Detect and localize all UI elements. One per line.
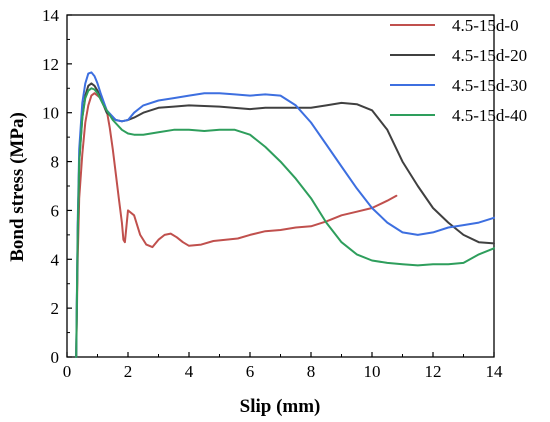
y-tick-label: 12	[42, 55, 59, 74]
x-tick-label: 12	[425, 362, 442, 381]
y-tick-label: 0	[51, 348, 60, 367]
x-tick-label: 10	[364, 362, 381, 381]
x-tick-label: 0	[63, 362, 72, 381]
y-axis-title: Bond stress (MPa)	[7, 112, 28, 262]
legend-label-1: 4.5-15d-0	[452, 16, 519, 35]
x-tick-label: 2	[124, 362, 133, 381]
x-tick-label: 8	[307, 362, 316, 381]
y-tick-label: 14	[42, 6, 60, 25]
series-line-1	[75, 92, 398, 358]
plot-frame	[66, 14, 495, 358]
legend: 4.5-15d-0 4.5-15d-20 4.5-15d-30 4.5-15d-40	[390, 16, 527, 125]
x-axis-title: Slip (mm)	[240, 396, 321, 417]
x-tick-label: 6	[246, 362, 255, 381]
y-tick-label: 8	[51, 153, 60, 172]
legend-label-4: 4.5-15d-40	[452, 106, 527, 125]
y-tick-label: 10	[42, 104, 59, 123]
series-lines	[75, 71, 495, 358]
x-tick-label: 4	[185, 362, 194, 381]
x-tick-label: 14	[486, 362, 504, 381]
legend-label-3: 4.5-15d-30	[452, 76, 527, 95]
y-tick-label: 2	[51, 299, 60, 318]
y-tick-label: 6	[51, 201, 60, 220]
series-line-2	[75, 82, 495, 358]
series-line-4	[75, 87, 495, 358]
y-axis: 0 2 4 6 8 10 12 14	[42, 6, 72, 367]
series-line-3	[75, 71, 495, 358]
legend-label-2: 4.5-15d-20	[452, 46, 527, 65]
x-axis: 0 2 4 6 8 10 12 14	[63, 352, 503, 381]
y-tick-label: 4	[51, 250, 60, 269]
